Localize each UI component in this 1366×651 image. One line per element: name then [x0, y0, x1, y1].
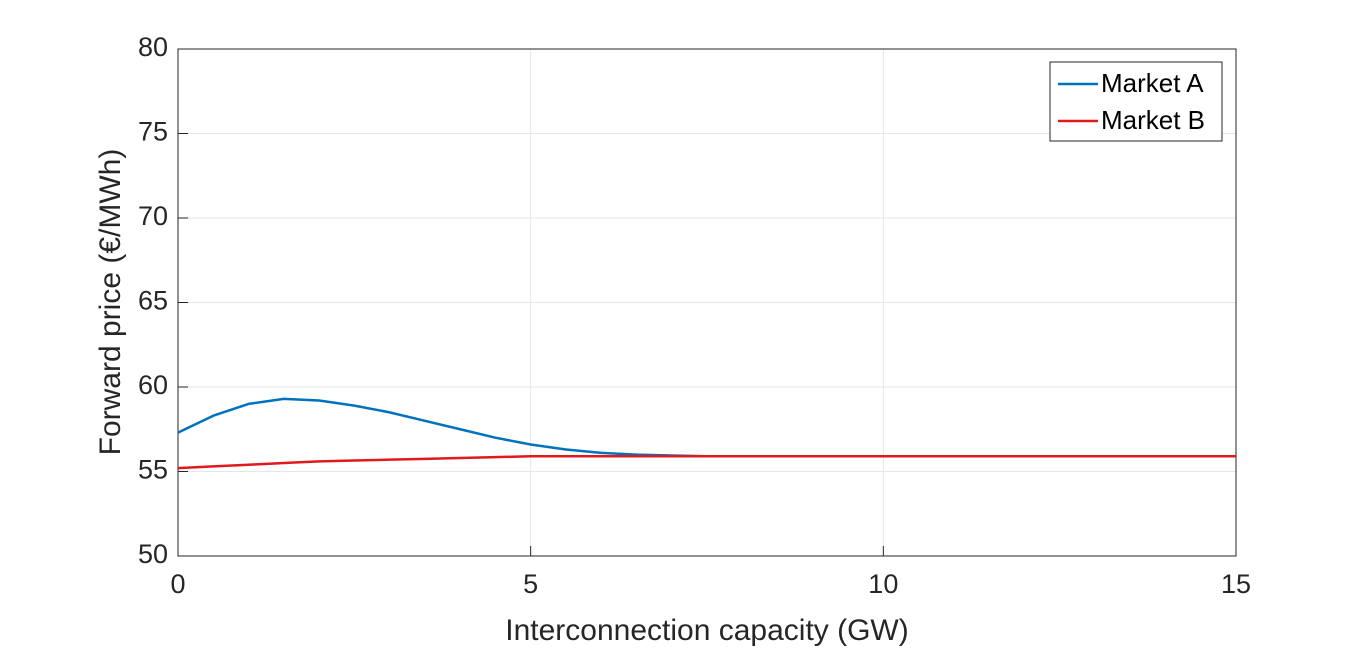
y-tick-label: 50	[138, 539, 168, 569]
x-tick-label: 10	[868, 569, 898, 599]
y-tick-label: 75	[138, 117, 168, 147]
y-axis-label: Forward price (€/MWh)	[94, 149, 127, 456]
legend-box	[1049, 61, 1223, 142]
x-axis-label: Interconnection capacity (GW)	[505, 614, 909, 647]
plot-frame	[177, 48, 1237, 557]
legend-label: Market A	[1101, 68, 1204, 98]
x-tick-label: 5	[523, 569, 538, 599]
x-tick-label: 0	[170, 569, 185, 599]
y-tick-label: 65	[138, 286, 168, 316]
legend-label: Market B	[1101, 105, 1205, 135]
line	[177, 397, 1236, 458]
x-tick-label: 15	[1221, 569, 1251, 599]
legend: Market A Market B	[1049, 61, 1223, 142]
line	[177, 455, 1236, 470]
y-tick-label: 60	[138, 370, 168, 400]
y-tick-label: 70	[138, 201, 168, 231]
y-tick-label: 55	[138, 455, 168, 485]
y-tick-label: 80	[138, 32, 168, 62]
